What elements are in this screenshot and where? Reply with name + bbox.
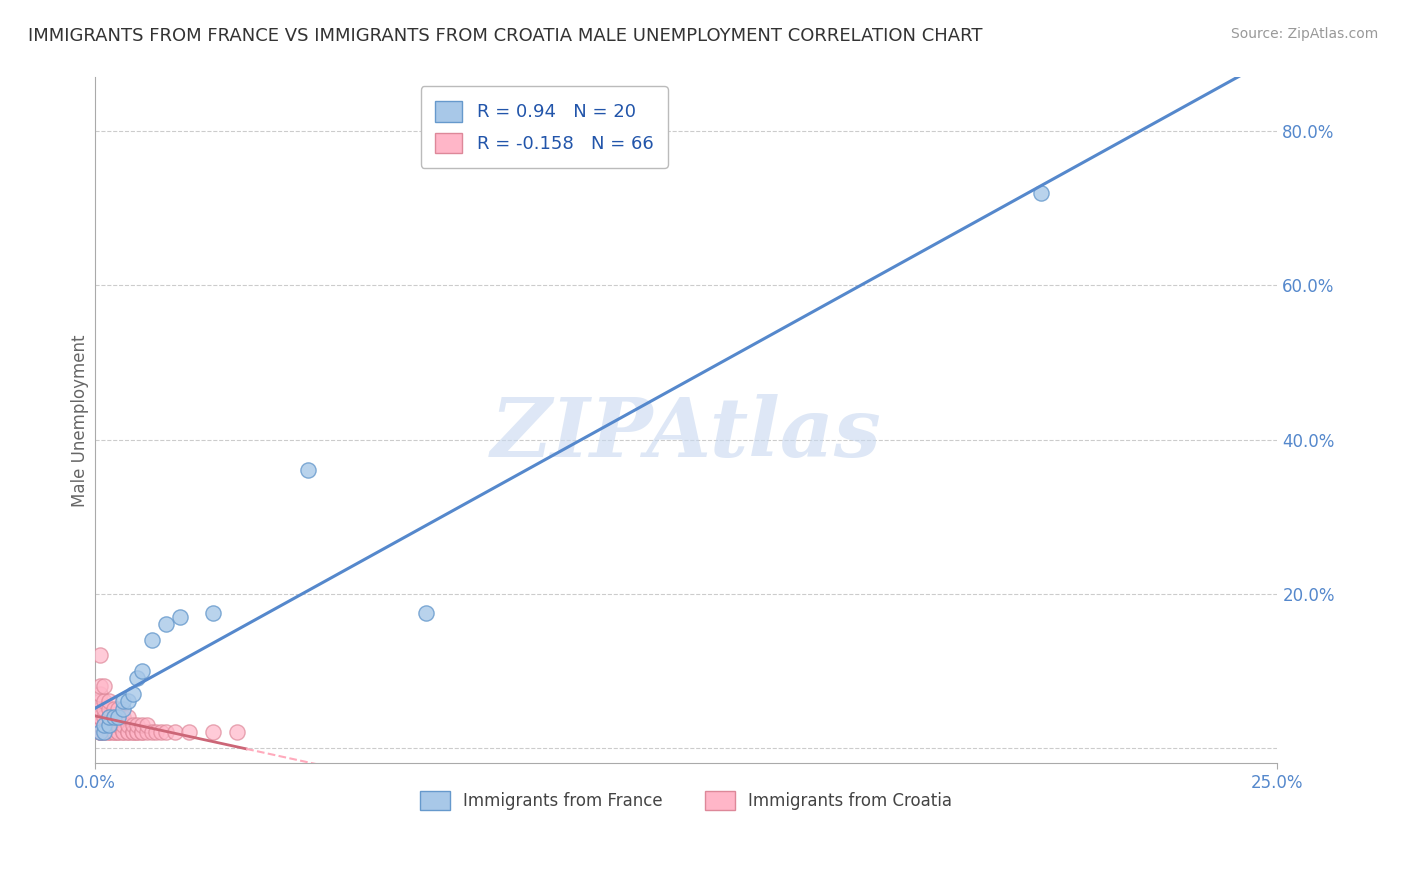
Point bbox=[121, 687, 143, 701]
Point bbox=[93, 725, 115, 739]
Point bbox=[107, 725, 129, 739]
Point bbox=[131, 725, 153, 739]
Point bbox=[103, 710, 125, 724]
Point bbox=[145, 725, 167, 739]
Point bbox=[98, 694, 121, 708]
Point bbox=[103, 710, 125, 724]
Point bbox=[98, 717, 121, 731]
Point bbox=[89, 648, 111, 663]
Point bbox=[121, 725, 143, 739]
Point bbox=[93, 717, 115, 731]
Point bbox=[98, 702, 121, 716]
Point bbox=[131, 664, 153, 678]
Point bbox=[225, 725, 247, 739]
Point bbox=[93, 717, 115, 731]
Point bbox=[117, 725, 139, 739]
Point bbox=[93, 679, 115, 693]
Point bbox=[98, 717, 121, 731]
Point bbox=[98, 710, 121, 724]
Point bbox=[107, 717, 129, 731]
Point bbox=[93, 710, 115, 724]
Point bbox=[135, 725, 157, 739]
Point bbox=[131, 717, 153, 731]
Point bbox=[89, 679, 111, 693]
Point bbox=[103, 702, 125, 716]
Point bbox=[1029, 186, 1052, 200]
Point bbox=[89, 702, 111, 716]
Point bbox=[89, 710, 111, 724]
Point bbox=[131, 725, 153, 739]
Point bbox=[112, 725, 135, 739]
Point bbox=[107, 725, 129, 739]
Y-axis label: Male Unemployment: Male Unemployment bbox=[72, 334, 89, 507]
Point bbox=[135, 717, 157, 731]
Point bbox=[112, 694, 135, 708]
Text: ZIPAtlas: ZIPAtlas bbox=[491, 394, 882, 474]
Point bbox=[117, 725, 139, 739]
Point bbox=[117, 717, 139, 731]
Point bbox=[89, 717, 111, 731]
Point bbox=[89, 710, 111, 724]
Point bbox=[89, 725, 111, 739]
Point bbox=[165, 725, 187, 739]
Point bbox=[98, 725, 121, 739]
Point bbox=[98, 725, 121, 739]
Point bbox=[107, 710, 129, 724]
Point bbox=[141, 725, 163, 739]
Point bbox=[127, 725, 149, 739]
Point bbox=[112, 725, 135, 739]
Point bbox=[141, 632, 163, 647]
Text: Source: ZipAtlas.com: Source: ZipAtlas.com bbox=[1230, 27, 1378, 41]
Point bbox=[169, 609, 191, 624]
Point bbox=[127, 672, 149, 686]
Text: IMMIGRANTS FROM FRANCE VS IMMIGRANTS FROM CROATIA MALE UNEMPLOYMENT CORRELATION : IMMIGRANTS FROM FRANCE VS IMMIGRANTS FRO… bbox=[28, 27, 983, 45]
Point bbox=[121, 717, 143, 731]
Point bbox=[89, 717, 111, 731]
Point bbox=[112, 717, 135, 731]
Point bbox=[202, 725, 225, 739]
Point bbox=[179, 725, 201, 739]
Point bbox=[98, 717, 121, 731]
Point bbox=[103, 725, 125, 739]
Point bbox=[103, 717, 125, 731]
Point bbox=[202, 606, 225, 620]
Point bbox=[112, 710, 135, 724]
Point bbox=[297, 463, 319, 477]
Point bbox=[155, 725, 177, 739]
Point bbox=[103, 725, 125, 739]
Point bbox=[121, 725, 143, 739]
Point bbox=[89, 687, 111, 701]
Legend: Immigrants from France, Immigrants from Croatia: Immigrants from France, Immigrants from … bbox=[406, 778, 966, 823]
Point bbox=[89, 725, 111, 739]
Point bbox=[155, 617, 177, 632]
Point bbox=[93, 717, 115, 731]
Point bbox=[98, 710, 121, 724]
Point bbox=[107, 702, 129, 716]
Point bbox=[415, 606, 437, 620]
Point bbox=[112, 702, 135, 716]
Point bbox=[93, 702, 115, 716]
Point bbox=[117, 694, 139, 708]
Point bbox=[93, 725, 115, 739]
Point bbox=[93, 725, 115, 739]
Point bbox=[117, 710, 139, 724]
Point bbox=[89, 694, 111, 708]
Point bbox=[103, 717, 125, 731]
Point bbox=[89, 725, 111, 739]
Point bbox=[107, 710, 129, 724]
Point bbox=[127, 725, 149, 739]
Point bbox=[150, 725, 173, 739]
Point bbox=[127, 717, 149, 731]
Point bbox=[89, 725, 111, 739]
Point bbox=[93, 694, 115, 708]
Point bbox=[98, 710, 121, 724]
